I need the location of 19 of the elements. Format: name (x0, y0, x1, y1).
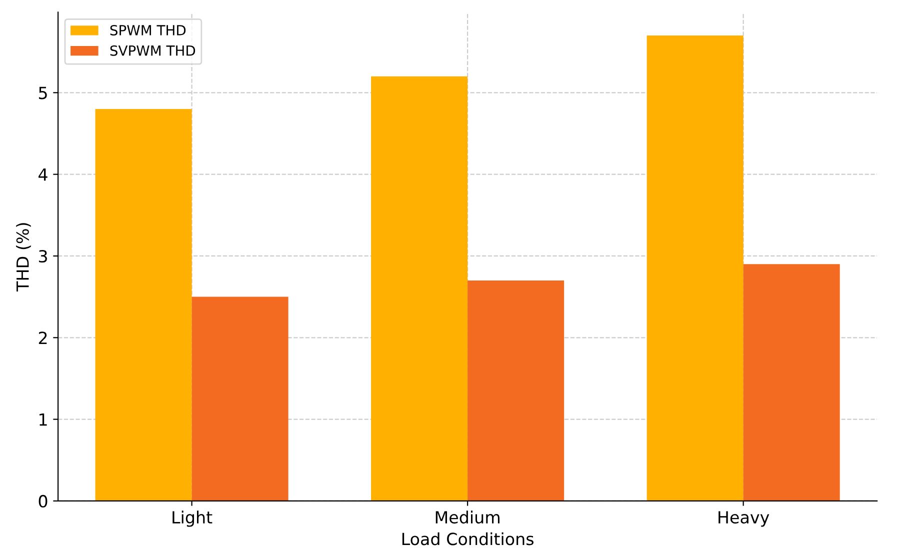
bar (192, 296, 288, 501)
bar (646, 36, 744, 501)
y-tick-label: 0 (38, 494, 48, 508)
legend-label: SPWM THD (110, 24, 186, 36)
x-tick-label: Medium (436, 510, 500, 524)
y-tick-label: 3 (38, 250, 47, 263)
y-tick-label: 1 (40, 413, 47, 426)
y-tick-label: 4 (38, 168, 48, 181)
y-tick-label: 2 (38, 332, 47, 344)
x-tick-label: Light (172, 510, 212, 527)
x-axis-title: Load Conditions (402, 532, 534, 546)
y-axis-title: THD (%) (16, 223, 31, 292)
bar (95, 108, 192, 501)
legend-label: SVPWM THD (110, 45, 196, 56)
bar (468, 280, 564, 501)
bar (371, 76, 468, 501)
x-tick-label: Heavy (718, 511, 770, 527)
bar (743, 264, 840, 501)
y-tick-label: 5 (39, 86, 47, 100)
